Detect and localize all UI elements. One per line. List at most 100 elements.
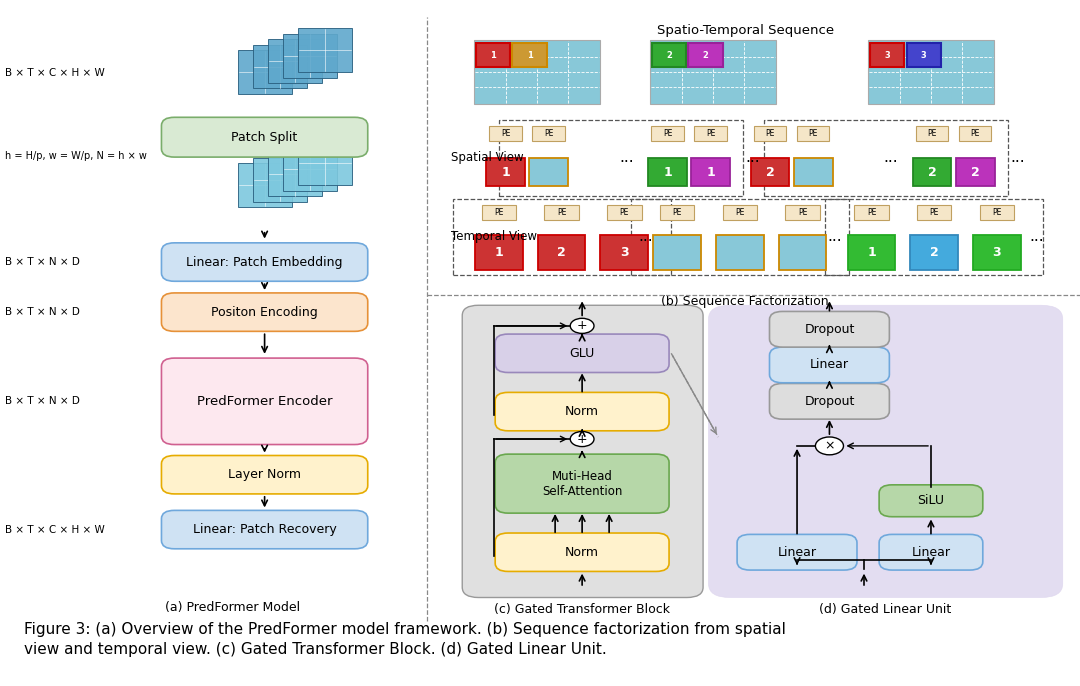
FancyBboxPatch shape: [529, 158, 568, 186]
FancyBboxPatch shape: [980, 205, 1014, 220]
Text: 3: 3: [921, 51, 927, 60]
FancyBboxPatch shape: [913, 158, 951, 186]
FancyBboxPatch shape: [162, 117, 367, 157]
Text: 2: 2: [557, 246, 566, 259]
FancyBboxPatch shape: [708, 305, 1063, 598]
Text: 2: 2: [666, 51, 672, 60]
Text: PE: PE: [735, 208, 744, 217]
FancyBboxPatch shape: [475, 235, 523, 270]
Text: PE: PE: [673, 208, 681, 217]
Text: Temporal View: Temporal View: [451, 230, 538, 243]
Text: 2: 2: [971, 166, 980, 178]
FancyBboxPatch shape: [600, 235, 648, 270]
FancyBboxPatch shape: [688, 43, 723, 67]
FancyBboxPatch shape: [973, 235, 1021, 270]
FancyBboxPatch shape: [854, 205, 889, 220]
Text: PE: PE: [706, 129, 715, 139]
Text: PE: PE: [557, 208, 566, 217]
Text: Spatio-Temporal Sequence: Spatio-Temporal Sequence: [657, 25, 834, 37]
FancyBboxPatch shape: [495, 334, 670, 372]
FancyBboxPatch shape: [956, 158, 995, 186]
FancyBboxPatch shape: [489, 126, 522, 141]
FancyBboxPatch shape: [769, 347, 890, 383]
FancyBboxPatch shape: [868, 40, 994, 104]
Text: Muti-Head
Self-Attention: Muti-Head Self-Attention: [542, 470, 622, 497]
FancyBboxPatch shape: [162, 510, 367, 549]
FancyBboxPatch shape: [769, 383, 890, 419]
FancyBboxPatch shape: [694, 126, 727, 141]
Text: PE: PE: [930, 208, 939, 217]
FancyBboxPatch shape: [651, 126, 684, 141]
FancyBboxPatch shape: [691, 158, 730, 186]
FancyBboxPatch shape: [532, 126, 565, 141]
Text: 1: 1: [527, 51, 532, 60]
Text: ...: ...: [827, 229, 842, 244]
Text: PE: PE: [867, 208, 876, 217]
FancyBboxPatch shape: [607, 205, 642, 220]
FancyBboxPatch shape: [462, 305, 703, 598]
Text: Dropout: Dropout: [805, 395, 854, 407]
FancyBboxPatch shape: [283, 34, 337, 78]
FancyBboxPatch shape: [238, 163, 292, 207]
Text: 1: 1: [490, 51, 496, 60]
Text: PE: PE: [993, 208, 1001, 217]
Text: ...: ...: [619, 150, 634, 165]
Text: 1: 1: [663, 166, 672, 178]
FancyBboxPatch shape: [916, 126, 948, 141]
Circle shape: [570, 318, 594, 333]
Text: Linear: Patch Embedding: Linear: Patch Embedding: [187, 256, 342, 268]
FancyBboxPatch shape: [268, 152, 322, 196]
Text: B × T × N × D: B × T × N × D: [5, 307, 80, 317]
Text: Linear: Linear: [810, 359, 849, 371]
Text: B × T × C × H × W: B × T × C × H × W: [5, 525, 105, 534]
FancyBboxPatch shape: [495, 392, 670, 431]
FancyBboxPatch shape: [475, 43, 510, 67]
Text: 3: 3: [885, 51, 890, 60]
FancyBboxPatch shape: [653, 235, 701, 270]
Text: PE: PE: [620, 208, 629, 217]
Text: ...: ...: [1029, 229, 1044, 244]
FancyBboxPatch shape: [544, 205, 579, 220]
Text: B × T × N × D: B × T × N × D: [5, 397, 80, 406]
Text: PE: PE: [663, 129, 672, 139]
FancyBboxPatch shape: [785, 205, 820, 220]
FancyBboxPatch shape: [848, 235, 895, 270]
FancyBboxPatch shape: [473, 40, 600, 104]
Text: PredFormer Encoder: PredFormer Encoder: [197, 395, 333, 407]
Text: +: +: [577, 433, 588, 445]
Text: B × T × C × H × W: B × T × C × H × W: [5, 69, 105, 78]
Text: Spatial View: Spatial View: [451, 152, 524, 164]
FancyBboxPatch shape: [906, 43, 941, 67]
FancyBboxPatch shape: [538, 235, 585, 270]
Text: Figure 3: (a) Overview of the PredFormer model framework. (b) Sequence factoriza: Figure 3: (a) Overview of the PredFormer…: [24, 622, 785, 637]
Text: PE: PE: [809, 129, 818, 139]
Text: PE: PE: [798, 208, 807, 217]
Text: Positon Encoding: Positon Encoding: [212, 306, 318, 318]
FancyBboxPatch shape: [253, 158, 307, 202]
Text: ...: ...: [638, 229, 653, 244]
Text: h = H/p, w = W/p, N = h × w: h = H/p, w = W/p, N = h × w: [5, 151, 147, 161]
FancyBboxPatch shape: [879, 485, 983, 517]
FancyBboxPatch shape: [870, 43, 904, 67]
Text: Patch Split: Patch Split: [231, 131, 298, 143]
Text: (c) Gated Transformer Block: (c) Gated Transformer Block: [495, 603, 670, 615]
Text: Norm: Norm: [565, 405, 599, 418]
FancyBboxPatch shape: [486, 158, 525, 186]
FancyBboxPatch shape: [779, 235, 826, 270]
FancyBboxPatch shape: [660, 205, 694, 220]
FancyBboxPatch shape: [283, 147, 337, 191]
FancyBboxPatch shape: [512, 43, 546, 67]
Text: Linear: Linear: [912, 546, 950, 558]
Text: ...: ...: [745, 150, 760, 165]
Text: PE: PE: [971, 129, 980, 139]
Text: view and temporal view. (c) Gated Transformer Block. (d) Gated Linear Unit.: view and temporal view. (c) Gated Transf…: [24, 642, 607, 657]
Text: 2: 2: [930, 246, 939, 259]
Text: 3: 3: [620, 246, 629, 259]
Text: Linear: Linear: [778, 546, 816, 558]
Text: Dropout: Dropout: [805, 323, 854, 335]
FancyBboxPatch shape: [298, 141, 352, 185]
Text: 1: 1: [706, 166, 715, 178]
Text: PE: PE: [501, 129, 510, 139]
Text: PE: PE: [495, 208, 503, 217]
Text: 1: 1: [495, 246, 503, 259]
